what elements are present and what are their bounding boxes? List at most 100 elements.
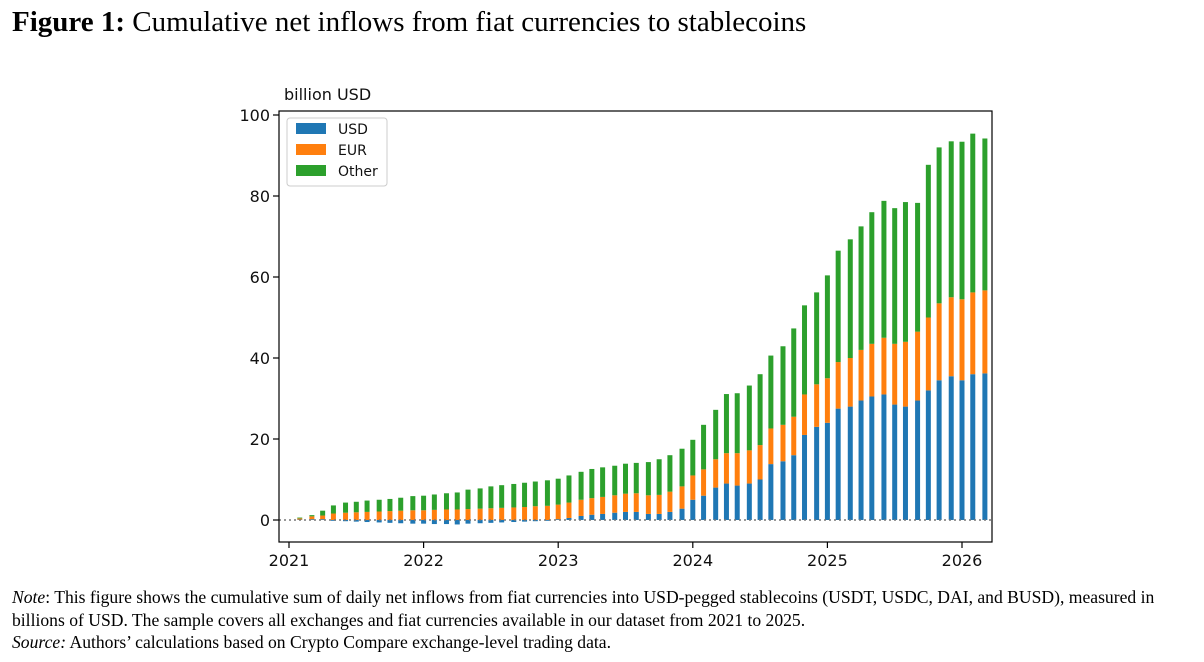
bar-usd — [566, 517, 572, 520]
bar-eur — [522, 507, 528, 520]
bar-other — [858, 226, 864, 350]
bar-eur — [532, 506, 538, 520]
bar-other — [881, 200, 887, 338]
bar-other — [982, 138, 988, 291]
bar-eur — [824, 378, 830, 423]
bar-usd — [824, 422, 830, 520]
bar-usd — [915, 400, 921, 520]
bar-other — [925, 164, 931, 318]
bar-eur — [892, 343, 898, 405]
bar-usd — [970, 374, 976, 520]
bar-other — [633, 462, 639, 494]
bar-eur — [802, 394, 808, 435]
bar-other — [612, 465, 618, 496]
bar-eur — [398, 510, 404, 520]
bar-eur — [746, 450, 752, 484]
bar-usd — [768, 464, 774, 520]
bar-other — [869, 212, 875, 344]
plot-frame — [278, 110, 993, 543]
bar-usd — [320, 519, 326, 520]
bar-eur — [612, 495, 618, 513]
bar-eur — [633, 493, 639, 512]
bar-usd — [309, 519, 315, 520]
bar-eur — [600, 496, 606, 514]
x-axis: 2021 2022 2023 2024 2025 2026 — [269, 542, 983, 570]
bar-other — [465, 489, 471, 510]
bar-eur — [364, 511, 370, 520]
bar-other — [353, 501, 359, 513]
bar-eur — [477, 508, 483, 520]
legend-label-usd: USD — [338, 122, 368, 138]
bar-eur — [679, 486, 685, 509]
bar-usd — [746, 483, 752, 520]
bar-other — [970, 133, 976, 293]
bar-usd — [713, 487, 719, 520]
bar-eur — [734, 453, 740, 486]
bar-other — [915, 202, 921, 332]
bar-eur — [488, 508, 494, 520]
bar-usd — [522, 520, 528, 522]
bar-usd — [488, 520, 494, 523]
bar-eur — [443, 509, 449, 520]
bar-eur — [330, 513, 336, 520]
bar-usd — [925, 390, 931, 520]
bar-usd — [936, 380, 942, 520]
figure-title: Figure 1: Cumulative net inflows from fi… — [12, 6, 806, 39]
bar-usd — [757, 479, 763, 520]
bar-eur — [915, 331, 921, 401]
bar-other — [948, 141, 954, 298]
bar-eur — [835, 362, 841, 409]
bar-eur — [791, 416, 797, 456]
bar-other — [376, 499, 382, 512]
bar-usd — [791, 455, 797, 520]
bar-usd — [656, 513, 662, 520]
bar-other — [824, 275, 830, 379]
x-tick-label: 2022 — [403, 551, 444, 570]
bar-other — [532, 481, 538, 507]
y-tick-label: 100 — [239, 106, 270, 125]
bar-other — [701, 424, 707, 470]
legend: USD EUR Other — [286, 117, 388, 187]
bar-usd — [454, 520, 460, 525]
x-tick-label: 2026 — [942, 551, 983, 570]
bar-other — [398, 497, 404, 511]
bar-usd — [330, 520, 336, 521]
bar-usd — [431, 520, 437, 525]
y-axis-label: billion USD — [284, 85, 371, 104]
figure-note: Note: This figure shows the cumulative s… — [12, 586, 1202, 654]
bar-other — [713, 409, 719, 460]
source-text: Authors’ calculations based on Crypto Co… — [66, 632, 611, 652]
bar-eur — [713, 459, 719, 488]
bar-usd — [723, 483, 729, 520]
bar-other — [488, 486, 494, 509]
bar-eur — [343, 512, 349, 520]
bar-usd — [847, 406, 853, 520]
bar-other — [387, 498, 393, 512]
bar-eur — [499, 507, 505, 520]
bar-other — [364, 500, 370, 512]
bar-eur — [869, 343, 875, 397]
bar-other — [343, 502, 349, 513]
bar-eur — [387, 511, 393, 520]
bar-other — [936, 147, 942, 304]
bar-other — [645, 462, 651, 496]
bar-eur — [410, 510, 416, 520]
bar-other — [410, 496, 416, 511]
bar-usd — [881, 394, 887, 520]
bar-usd — [465, 520, 471, 524]
stacked-bar-chart: 0 20 40 60 80 100 2021 2022 2023 2024 2025 2026 bi… — [239, 85, 993, 570]
bar-eur — [511, 507, 517, 520]
bar-eur — [936, 303, 942, 381]
bar-other — [297, 517, 303, 519]
legend-label-eur: EUR — [338, 143, 367, 159]
bar-usd — [612, 512, 618, 520]
bar-eur — [925, 317, 931, 391]
bar-usd — [869, 396, 875, 520]
bar-other — [847, 239, 853, 358]
bar-usd — [555, 519, 561, 520]
bar-eur — [454, 509, 460, 520]
bar-eur — [623, 493, 628, 512]
note-text: : This figure shows the cumulative sum o… — [12, 587, 1155, 630]
bar-eur — [902, 341, 908, 407]
bar-other — [578, 471, 584, 500]
